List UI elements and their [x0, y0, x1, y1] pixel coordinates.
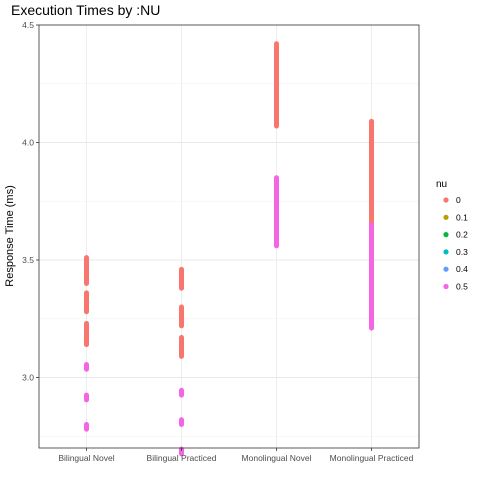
legend-key [443, 232, 449, 238]
x-tick-label: Monolingual Practiced [330, 453, 414, 463]
legend-label: 0.3 [456, 247, 468, 257]
y-tick-label: 4.5 [22, 20, 34, 30]
x-tick-label: Bilingual Novel [58, 453, 114, 463]
y-tick-label: 3.0 [22, 373, 34, 383]
x-tick-label: Monolingual Novel [242, 453, 312, 463]
y-axis-label: Response Time (ms) [4, 185, 16, 286]
legend-label: 0 [456, 195, 461, 205]
legend-key [443, 283, 449, 290]
legend-key [443, 214, 449, 220]
plot-panel [38, 24, 420, 449]
data-marks [84, 41, 374, 457]
legend-key [443, 266, 449, 272]
legend-label: 0.1 [456, 212, 468, 222]
legend-label: 0.4 [456, 264, 468, 274]
grid [39, 24, 419, 448]
y-tick-label: 4.0 [22, 138, 34, 148]
chart-title: Execution Times by :NU [11, 2, 160, 18]
x-axis: Bilingual Novel Bilingual Practiced Monoli… [58, 448, 414, 463]
legend-label: 0.2 [456, 230, 468, 240]
x-tick-label: Bilingual Practiced [147, 453, 217, 463]
y-tick-label: 3.5 [22, 255, 34, 265]
legend-label: 0.5 [456, 282, 468, 292]
legend-key [443, 249, 449, 255]
legend: nu 0 0.1 0.2 0.3 0.4 0.5 [436, 179, 468, 292]
legend-title: nu [436, 179, 447, 190]
y-axis: 3.0 3.5 4.0 4.5 [22, 20, 39, 383]
legend-key [443, 197, 449, 203]
